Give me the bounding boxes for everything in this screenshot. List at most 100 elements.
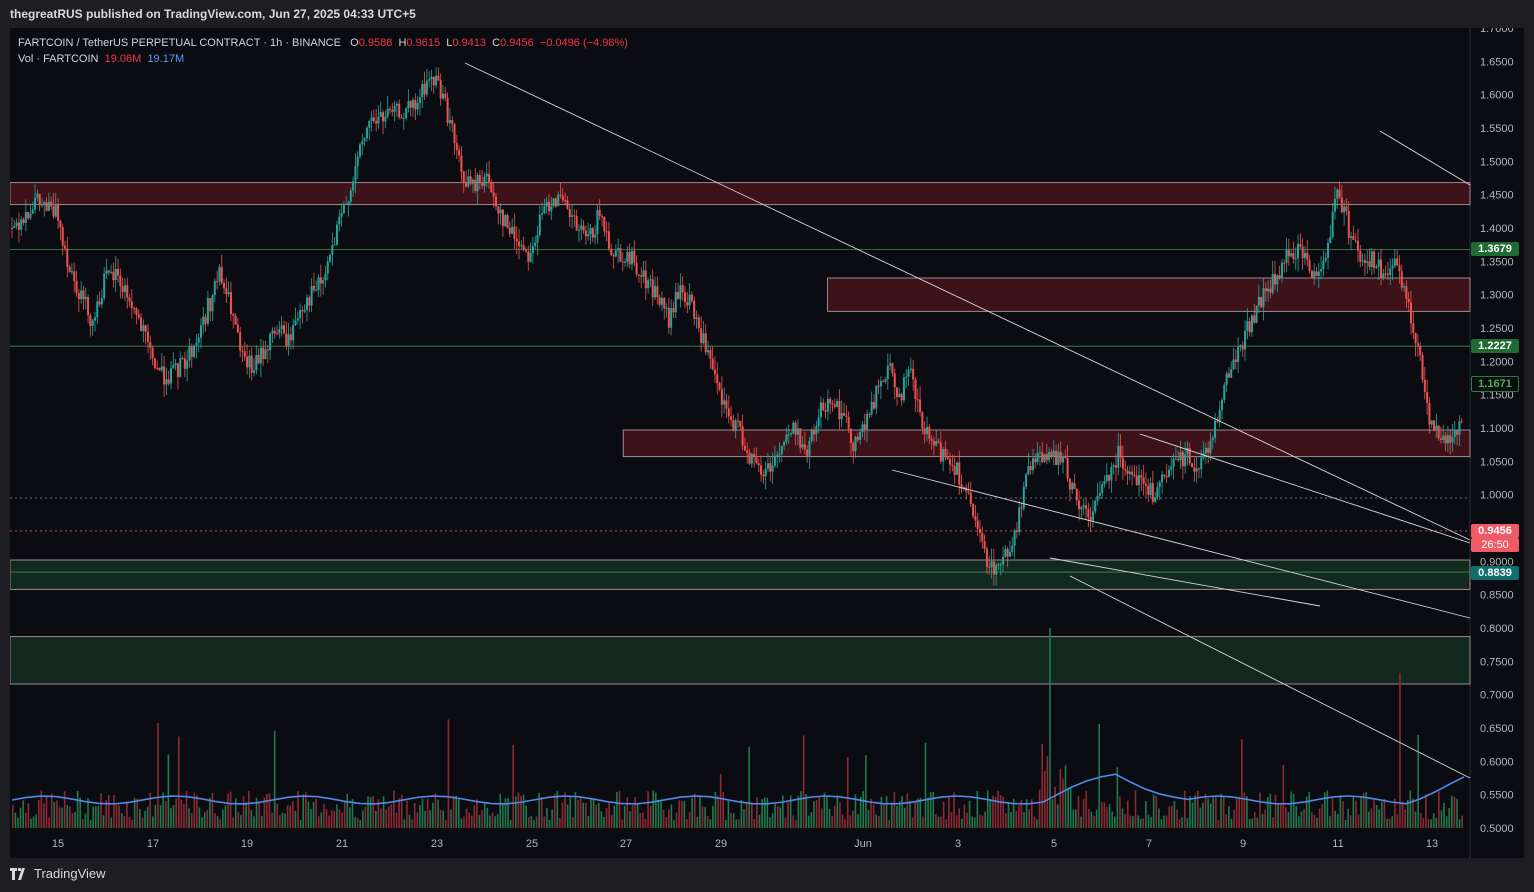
candle-body bbox=[778, 454, 781, 456]
candle-body bbox=[188, 345, 191, 361]
candle-body bbox=[340, 212, 343, 217]
x-tick-label: 17 bbox=[147, 838, 159, 850]
candle-body bbox=[925, 426, 928, 435]
volume-bar bbox=[27, 803, 30, 828]
volume-bar bbox=[1222, 796, 1225, 828]
candle-body bbox=[969, 492, 972, 505]
volume-bar bbox=[986, 790, 989, 828]
candle-body bbox=[465, 182, 468, 187]
candle-body bbox=[476, 174, 479, 192]
candle-body bbox=[799, 428, 802, 448]
candle-body bbox=[216, 281, 219, 283]
candle-body bbox=[1333, 198, 1336, 212]
y-tick-label: 1.4000 bbox=[1480, 223, 1514, 235]
volume-bar bbox=[730, 812, 732, 828]
candle-body bbox=[596, 210, 599, 235]
volume-bar bbox=[1248, 818, 1251, 828]
volume-bar bbox=[963, 804, 966, 828]
candle-body bbox=[1350, 236, 1353, 238]
volume-bar bbox=[738, 819, 740, 828]
volume-bar bbox=[393, 790, 395, 828]
volume-bar bbox=[527, 817, 530, 828]
candle-body bbox=[1101, 484, 1104, 494]
volume-bar bbox=[515, 796, 517, 828]
low-value: 0.9413 bbox=[452, 37, 486, 49]
volume-bar bbox=[268, 793, 271, 828]
volume-label[interactable]: Vol · FARTCOIN bbox=[18, 53, 99, 65]
candle-body bbox=[506, 215, 509, 228]
candle-body bbox=[335, 224, 338, 245]
volume-bar bbox=[559, 817, 561, 828]
open-value: 0.9588 bbox=[358, 37, 393, 49]
candle-body bbox=[709, 350, 712, 359]
volume-bar bbox=[585, 802, 587, 828]
candle-body bbox=[695, 317, 698, 319]
candle-body bbox=[1409, 302, 1412, 324]
volume-bar bbox=[1295, 806, 1298, 828]
candle-body bbox=[110, 271, 113, 273]
symbol-label[interactable]: FARTCOIN / TetherUS PERPETUAL CONTRACT ·… bbox=[18, 37, 341, 49]
candle-body bbox=[488, 173, 491, 182]
candle-body bbox=[361, 140, 364, 145]
volume-bar bbox=[1015, 810, 1018, 828]
candle-body bbox=[423, 83, 426, 95]
chart-canvas[interactable]: 1.7000 1.6500 1.6000 1.5500 1.5000 1.4500 1.40… bbox=[10, 28, 1524, 858]
volume-bar bbox=[652, 790, 655, 828]
chart-area[interactable]: 1.7000 1.6500 1.6000 1.5500 1.5000 1.4500 1.40… bbox=[10, 28, 1524, 858]
candle-body bbox=[875, 385, 878, 409]
volume-bar bbox=[351, 799, 354, 828]
candle-body bbox=[1331, 211, 1334, 238]
volume-bar bbox=[1451, 795, 1453, 828]
volume-bar bbox=[1419, 812, 1422, 828]
candle-body bbox=[1278, 275, 1281, 279]
price-tag-countdown: 26:50 bbox=[1471, 538, 1519, 552]
volume-bar bbox=[517, 792, 520, 828]
volume-bar bbox=[1181, 817, 1183, 828]
candle-body bbox=[17, 222, 20, 230]
candle-body bbox=[1066, 458, 1069, 479]
candle-body bbox=[243, 351, 246, 357]
candle-body bbox=[310, 285, 313, 306]
candle-body bbox=[227, 292, 230, 295]
candle-body bbox=[1204, 447, 1207, 454]
volume-bar bbox=[354, 816, 356, 828]
volume-bar bbox=[1272, 817, 1274, 828]
candle-body bbox=[1363, 260, 1366, 263]
candle-body bbox=[829, 398, 832, 404]
candle-body bbox=[1022, 486, 1025, 509]
volume-bar bbox=[1056, 804, 1059, 828]
tradingview-logo[interactable]: TradingView bbox=[10, 866, 106, 881]
candle-body bbox=[356, 156, 359, 167]
volume-bar bbox=[1388, 818, 1391, 828]
candle-body bbox=[783, 441, 786, 447]
volume-bar bbox=[662, 809, 665, 828]
volume-bar bbox=[1129, 815, 1132, 828]
candle-body bbox=[1085, 505, 1088, 510]
volume-bar bbox=[1225, 814, 1228, 828]
volume-bar bbox=[945, 819, 948, 828]
candle-body bbox=[372, 117, 375, 122]
candle-body bbox=[1234, 359, 1237, 362]
volume-bar bbox=[548, 819, 551, 828]
volume-bar bbox=[623, 805, 626, 828]
candle-body bbox=[1352, 236, 1355, 240]
volume-bar bbox=[709, 819, 712, 828]
volume-bar bbox=[198, 807, 201, 828]
candle-body bbox=[128, 297, 131, 302]
candle-body bbox=[1290, 253, 1293, 257]
volume-bar bbox=[675, 812, 678, 828]
candle-body bbox=[983, 541, 986, 549]
volume-bar bbox=[1036, 819, 1038, 828]
volume-bar bbox=[395, 812, 398, 828]
candle-body bbox=[174, 363, 177, 366]
volume-bar bbox=[911, 817, 914, 828]
volume-bar bbox=[626, 797, 629, 828]
candle-body bbox=[1274, 274, 1277, 285]
x-tick-label: 25 bbox=[526, 838, 538, 850]
candle-body bbox=[1248, 321, 1251, 333]
volume-bar bbox=[769, 817, 771, 828]
volume-bar bbox=[400, 794, 403, 828]
publisher-text: thegreatRUS published on TradingView.com… bbox=[10, 7, 416, 21]
candle-body bbox=[990, 561, 993, 568]
candle-body bbox=[478, 174, 481, 183]
